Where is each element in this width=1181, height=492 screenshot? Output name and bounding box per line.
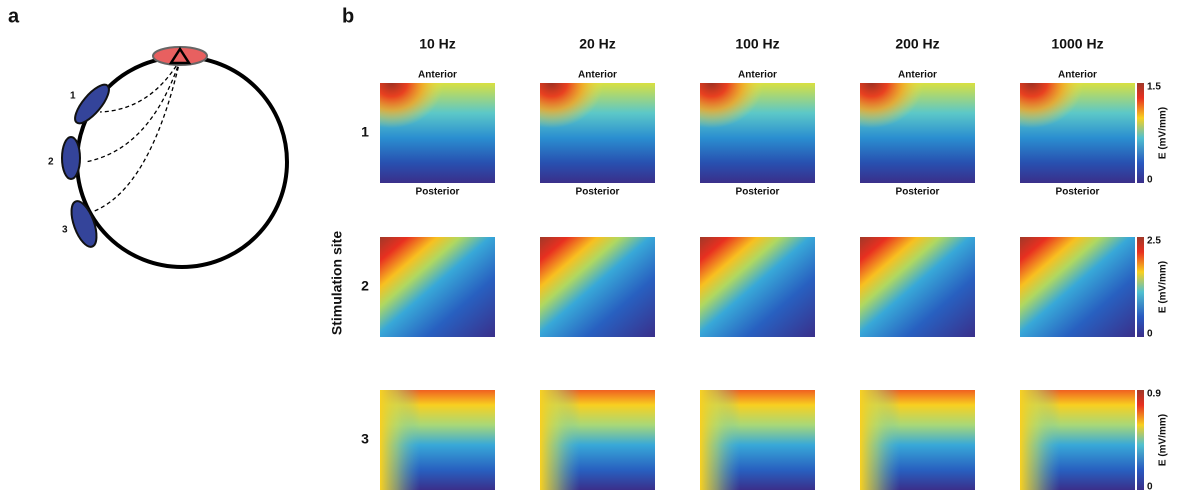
heatmap: [700, 390, 815, 490]
head-diagram: 1 2 3: [48, 46, 289, 269]
column-title: 1000 Hz: [1051, 36, 1103, 52]
heatmap: [540, 390, 655, 490]
colorbar-tick-label: 0: [1147, 482, 1153, 492]
row-axis-label: Stimulation site: [329, 231, 345, 335]
heatmap: [1020, 390, 1135, 490]
colorbar: [1137, 83, 1144, 183]
electrode: [70, 200, 98, 248]
colorbar-tick-label: 0.9: [1147, 389, 1161, 400]
electrode: [74, 83, 110, 125]
colorbar-label: E (mV/mm): [1158, 414, 1169, 466]
colorbar-tick-label: 0: [1147, 175, 1153, 186]
heatmap: [700, 83, 815, 183]
row-label: 2: [361, 278, 369, 294]
heatmap: [1020, 83, 1135, 183]
field-line: [84, 59, 181, 163]
colorbar-label: E (mV/mm): [1158, 261, 1169, 313]
colorbar-label: E (mV/mm): [1158, 107, 1169, 159]
colorbar: [1137, 237, 1144, 337]
orientation-label: Posterior: [576, 187, 620, 198]
field-line: [99, 59, 181, 113]
orientation-label: Anterior: [578, 70, 617, 81]
electrode-label: 1: [70, 91, 76, 102]
electrode-label: 3: [62, 225, 68, 236]
heatmap: [1020, 237, 1135, 337]
colorbar-tick-label: 0: [1147, 329, 1153, 340]
orientation-label: Posterior: [736, 187, 780, 198]
heatmap: [860, 237, 975, 337]
heatmap: [380, 390, 495, 490]
colorbar-tick-label: 2.5: [1147, 236, 1161, 247]
heatmap: [380, 237, 495, 337]
heatmap: [380, 83, 495, 183]
panel-label: b: [342, 5, 354, 27]
column-title: 20 Hz: [579, 36, 616, 52]
heatmap: [860, 390, 975, 490]
colorbar: [1137, 390, 1144, 490]
orientation-label: Anterior: [898, 70, 937, 81]
heatmap: [540, 237, 655, 337]
orientation-label: Anterior: [1058, 70, 1097, 81]
heatmap: [700, 237, 815, 337]
row-label: 3: [361, 431, 369, 447]
colorbar-tick-label: 1.5: [1147, 82, 1161, 93]
column-title: 10 Hz: [419, 36, 456, 52]
target-marker: [168, 46, 192, 65]
heatmap: [540, 83, 655, 183]
row-label: 1: [361, 124, 369, 140]
orientation-label: Posterior: [1056, 187, 1100, 198]
column-title: 100 Hz: [735, 36, 779, 52]
orientation-label: Anterior: [738, 70, 777, 81]
field-line: [91, 59, 181, 213]
orientation-label: Posterior: [896, 187, 940, 198]
orientation-label: Posterior: [416, 187, 460, 198]
electrode: [61, 136, 81, 180]
column-title: 200 Hz: [895, 36, 939, 52]
electrode-label: 2: [48, 157, 54, 168]
orientation-label: Anterior: [418, 70, 457, 81]
panel-label: a: [8, 5, 20, 27]
heatmap: [860, 83, 975, 183]
